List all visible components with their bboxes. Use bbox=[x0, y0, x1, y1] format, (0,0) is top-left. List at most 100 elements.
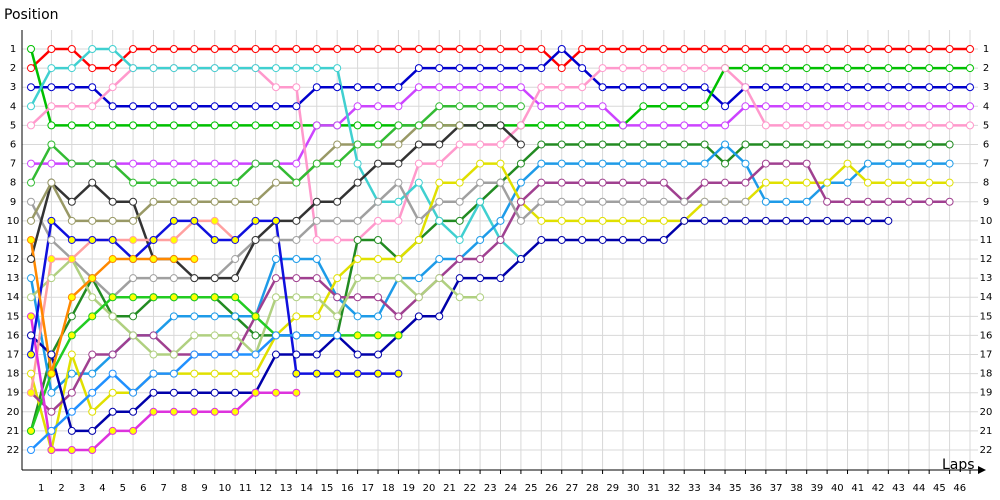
lap-marker bbox=[496, 140, 505, 149]
lap-marker bbox=[455, 293, 464, 302]
y-tick-label-right: 13 bbox=[980, 273, 993, 284]
lap-marker bbox=[169, 407, 178, 416]
x-tick-label: 18 bbox=[382, 483, 395, 494]
lap-marker bbox=[721, 64, 730, 73]
lap-marker bbox=[843, 45, 852, 53]
x-tick-label: 13 bbox=[280, 483, 293, 494]
lap-marker bbox=[190, 178, 199, 187]
lap-marker bbox=[210, 331, 219, 340]
lap-marker bbox=[210, 407, 219, 416]
lap-marker bbox=[516, 121, 525, 130]
x-tick-label: 19 bbox=[402, 483, 415, 494]
series-line bbox=[29, 142, 950, 396]
lap-marker bbox=[537, 235, 546, 244]
lap-marker bbox=[169, 369, 178, 378]
y-tick-label-right: 15 bbox=[980, 311, 993, 322]
y-tick-label-right: 5 bbox=[983, 120, 989, 131]
lap-marker bbox=[312, 235, 321, 244]
lap-marker bbox=[129, 178, 138, 187]
lap-marker bbox=[251, 350, 260, 359]
x-tick-label: 40 bbox=[831, 483, 844, 494]
lap-marker bbox=[333, 274, 342, 283]
lap-marker bbox=[333, 293, 342, 302]
lap-marker bbox=[231, 407, 240, 416]
lap-marker bbox=[578, 102, 587, 111]
lap-marker bbox=[863, 159, 872, 168]
lap-marker bbox=[108, 255, 117, 264]
lap-marker bbox=[476, 274, 485, 283]
lap-marker bbox=[169, 64, 178, 73]
lap-marker bbox=[169, 274, 178, 283]
lap-marker bbox=[516, 83, 525, 92]
lap-marker bbox=[67, 407, 76, 416]
lap-marker bbox=[312, 121, 321, 130]
y-tick-label: 10 bbox=[7, 216, 20, 227]
lap-marker bbox=[476, 83, 485, 92]
lap-marker bbox=[88, 312, 97, 321]
lap-marker bbox=[721, 159, 730, 168]
lap-marker bbox=[598, 235, 607, 244]
lap-marker bbox=[374, 140, 383, 149]
lap-marker bbox=[169, 159, 178, 168]
lap-marker bbox=[149, 45, 158, 53]
y-tick-label-right: 11 bbox=[980, 235, 993, 246]
lap-marker bbox=[394, 197, 403, 206]
y-tick-label: 14 bbox=[7, 292, 20, 303]
lap-marker bbox=[47, 140, 56, 149]
x-tick-label: 4 bbox=[99, 483, 105, 494]
lap-marker bbox=[476, 45, 485, 53]
lap-marker bbox=[435, 216, 444, 225]
lap-marker bbox=[47, 235, 56, 244]
x-tick-label: 37 bbox=[770, 483, 783, 494]
lap-marker bbox=[251, 235, 260, 244]
lap-marker bbox=[435, 140, 444, 149]
lap-marker bbox=[149, 274, 158, 283]
lap-marker bbox=[394, 83, 403, 92]
lap-marker bbox=[333, 235, 342, 244]
lap-marker bbox=[659, 102, 668, 111]
x-tick-label: 32 bbox=[668, 483, 681, 494]
lap-marker bbox=[88, 64, 97, 73]
lap-marker bbox=[108, 369, 117, 378]
lap-marker bbox=[353, 293, 362, 302]
series-line bbox=[30, 334, 338, 451]
lap-marker bbox=[251, 64, 260, 73]
lap-marker bbox=[190, 159, 199, 168]
lap-marker bbox=[598, 64, 607, 73]
lap-marker bbox=[129, 64, 138, 73]
y-tick-label: 20 bbox=[7, 407, 20, 418]
lap-marker bbox=[435, 178, 444, 187]
lap-marker bbox=[925, 64, 934, 73]
lap-marker bbox=[67, 159, 76, 168]
y-tick-label-right: 20 bbox=[980, 407, 993, 418]
lap-marker bbox=[47, 102, 56, 111]
lap-marker bbox=[618, 235, 627, 244]
lap-marker bbox=[129, 197, 138, 206]
lap-marker bbox=[67, 45, 76, 53]
lap-marker bbox=[108, 407, 117, 416]
lap-marker bbox=[231, 331, 240, 340]
lap-marker bbox=[557, 159, 566, 168]
lap-marker bbox=[639, 64, 648, 73]
lap-marker bbox=[47, 64, 56, 73]
lap-marker bbox=[435, 159, 444, 168]
lap-marker bbox=[741, 159, 750, 168]
lap-marker bbox=[802, 140, 811, 149]
lap-marker bbox=[374, 45, 383, 53]
lap-marker bbox=[537, 216, 546, 225]
lap-marker bbox=[945, 197, 954, 206]
x-tick-label: 3 bbox=[79, 483, 85, 494]
lap-marker bbox=[292, 255, 301, 264]
lap-marker bbox=[925, 83, 934, 92]
lap-marker bbox=[27, 121, 35, 130]
y-tick-label: 12 bbox=[7, 254, 20, 265]
lap-marker bbox=[27, 255, 35, 264]
lap-marker bbox=[231, 102, 240, 111]
lap-marker bbox=[659, 140, 668, 149]
x-tick-label: 9 bbox=[201, 483, 207, 494]
lap-marker bbox=[741, 102, 750, 111]
lap-marker bbox=[578, 159, 587, 168]
lap-marker bbox=[47, 83, 56, 92]
lap-marker bbox=[761, 121, 770, 130]
